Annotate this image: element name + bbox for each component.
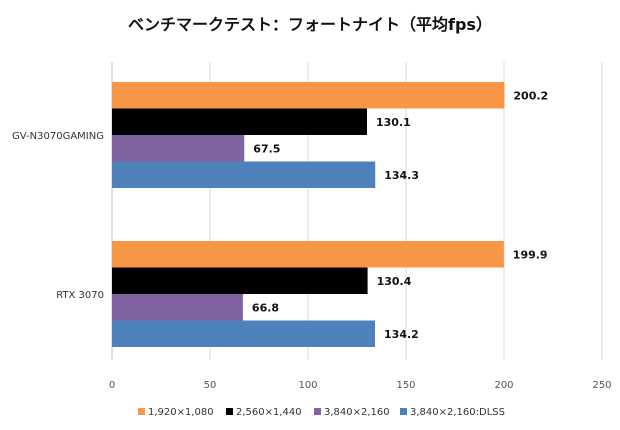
legend: 1,920×1,080 2,560×1,440 3,840×2,160 3,840×2… xyxy=(138,407,505,418)
bar xyxy=(112,320,376,347)
data-label: 199.9 xyxy=(513,248,548,261)
data-label: 67.5 xyxy=(253,142,280,155)
data-label: 130.1 xyxy=(376,116,411,129)
bar xyxy=(112,241,504,268)
data-label: 130.4 xyxy=(377,275,412,288)
chart-title: ベンチマークテスト：フォートナイト（平均fps） xyxy=(128,15,492,34)
bars xyxy=(112,82,505,347)
x-tick-label: 50 xyxy=(204,380,217,391)
legend-label: 3,840×2,160:DLSS xyxy=(410,407,505,418)
data-label: 134.3 xyxy=(384,169,419,182)
bar xyxy=(112,161,376,188)
bar xyxy=(112,267,368,294)
x-tick-label: 150 xyxy=(396,380,415,391)
legend-swatch xyxy=(138,408,145,415)
bar xyxy=(112,294,243,321)
x-tick-label: 250 xyxy=(592,380,611,391)
bar xyxy=(112,135,245,162)
bar xyxy=(112,82,505,109)
category-labels: GV-N3070GAMING RTX 3070 xyxy=(12,131,104,301)
category-label: RTX 3070 xyxy=(56,290,104,301)
category-label: GV-N3070GAMING xyxy=(12,131,104,142)
x-tick-labels: 0 50 100 150 200 250 xyxy=(109,380,612,391)
legend-swatch xyxy=(226,408,233,415)
data-label: 200.2 xyxy=(513,89,548,102)
x-tick-label: 200 xyxy=(494,380,513,391)
data-label: 66.8 xyxy=(252,301,279,314)
legend-swatch xyxy=(400,408,407,415)
data-labels: 200.2 130.1 67.5 134.3 199.9 130.4 66.8 134.2 xyxy=(252,89,548,341)
bar xyxy=(112,108,367,135)
legend-swatch xyxy=(314,408,321,415)
x-tick-label: 0 xyxy=(109,380,115,391)
legend-label: 3,840×2,160 xyxy=(324,407,390,418)
x-tick-label: 100 xyxy=(298,380,317,391)
legend-label: 2,560×1,440 xyxy=(236,407,302,418)
data-label: 134.2 xyxy=(384,328,419,341)
legend-label: 1,920×1,080 xyxy=(148,407,214,418)
